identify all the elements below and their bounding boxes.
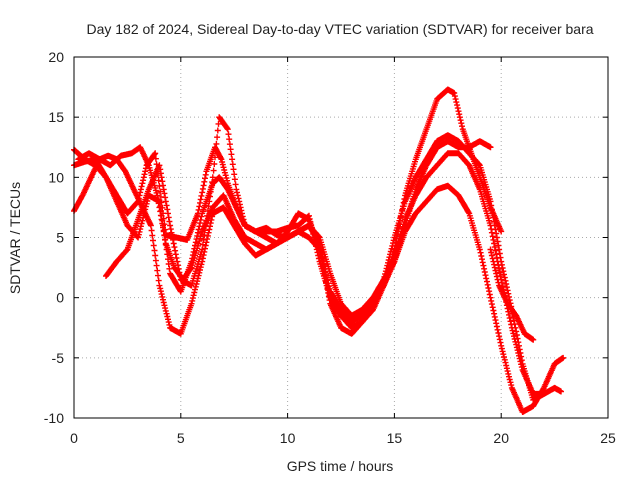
x-tick-label: 25 [600, 430, 616, 446]
series-track-6 [487, 246, 537, 343]
y-tick-label: -10 [44, 410, 64, 426]
data-marks [71, 86, 567, 415]
y-tick-label: 20 [48, 49, 64, 65]
series-points [75, 138, 494, 319]
y-tick-label: 0 [56, 290, 64, 306]
chart-title: Day 182 of 2024, Sidereal Day-to-day VTE… [86, 21, 593, 37]
y-tick-label: 10 [48, 169, 64, 185]
series-track-5 [75, 138, 494, 319]
y-axis-label: SDTVAR / TECUs [7, 182, 23, 294]
x-tick-label: 0 [70, 430, 78, 446]
y-tick-label: -5 [52, 350, 65, 366]
x-tick-label: 10 [280, 430, 296, 446]
x-tick-label: 20 [493, 430, 509, 446]
y-tick-label: 5 [56, 230, 64, 246]
plot-frame [73, 56, 609, 419]
x-axis-label: GPS time / hours [287, 458, 394, 474]
series-points [487, 246, 537, 343]
x-tick-label: 15 [387, 430, 403, 446]
grid [74, 57, 608, 418]
axis-ticks: 0 5 10 15 20 25 -10 -5 0 5 10 15 20 [44, 49, 616, 446]
series-points [71, 150, 565, 397]
series-track-2 [71, 150, 565, 397]
y-tick-label: 15 [48, 109, 64, 125]
x-tick-label: 5 [177, 430, 185, 446]
